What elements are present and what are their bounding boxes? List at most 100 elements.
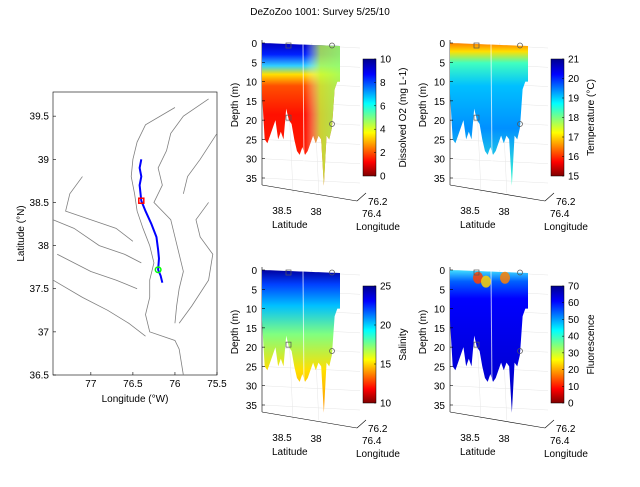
start-marker-bottom xyxy=(473,114,480,121)
section-divider xyxy=(490,42,493,164)
z-tick-label: 76.4 xyxy=(550,209,570,220)
y-axis-label: Depth (m) xyxy=(418,310,429,354)
fluorescence-patch xyxy=(500,271,510,284)
x-axis-label: Latitude xyxy=(272,447,308,458)
z-axis-label: Longitude xyxy=(356,222,400,233)
section-divider xyxy=(302,42,305,164)
colorbar-tick-label: 17 xyxy=(568,133,580,144)
y-tick-label: 0 xyxy=(251,266,257,277)
fluorescence-section-fill xyxy=(450,270,528,413)
grid-line xyxy=(449,366,549,372)
colorbar-tick-label: 6 xyxy=(380,101,386,112)
y-tick-label: 20 xyxy=(246,116,258,127)
y-tick-label: 20 xyxy=(434,343,446,354)
start-marker-surface xyxy=(285,269,292,276)
grid-line xyxy=(261,177,361,184)
grid-line xyxy=(261,385,361,391)
z-tick-label: 76.2 xyxy=(368,197,388,208)
y-tick-label: 30 xyxy=(434,382,446,393)
colorbar-tick-label: 10 xyxy=(380,55,392,66)
z-tick-label: 76.2 xyxy=(556,424,576,435)
colorbar-tick-label: 8 xyxy=(380,78,386,89)
end-marker-surface xyxy=(329,269,335,276)
start-marker xyxy=(138,197,145,204)
z-axis-line xyxy=(544,192,555,202)
y-tick-label: 25 xyxy=(246,362,258,373)
y-axis-label: Latitude (°N) xyxy=(16,205,27,261)
start-marker-surface xyxy=(285,42,292,49)
colorbar-tick-label: 10 xyxy=(568,382,580,393)
coastline xyxy=(130,107,184,376)
x-tick-label: 38 xyxy=(310,207,322,218)
colorbar-tick-label: 60 xyxy=(568,298,580,309)
start-marker-surface xyxy=(473,42,480,49)
y-tick-label: 30 xyxy=(246,155,258,166)
end-marker-bottom xyxy=(517,121,523,127)
map-axes xyxy=(52,91,218,376)
z-axis-label: Longitude xyxy=(544,222,588,233)
colorbar-tick-label: 70 xyxy=(568,282,580,293)
grid-line xyxy=(449,158,549,164)
colorbar-label: Salinity xyxy=(398,328,409,360)
colorbar-label: Temperature (°C) xyxy=(586,79,597,156)
y-tick-label: 39.5 xyxy=(30,112,50,123)
y-tick-label: 15 xyxy=(246,97,258,108)
y-tick-label: 35 xyxy=(434,174,446,185)
colorbar-tick-label: 20 xyxy=(568,365,580,376)
x-tick-label: 38 xyxy=(310,434,322,445)
colorbar-tick-label: 2 xyxy=(380,148,386,159)
coastline xyxy=(65,176,134,242)
x-axis-label: Latitude xyxy=(272,220,308,231)
colorbar-tick-label: 0 xyxy=(380,172,386,183)
y-tick-label: 30 xyxy=(434,155,446,166)
y-axis-label: Depth (m) xyxy=(230,83,241,127)
y-tick-label: 37.5 xyxy=(30,284,50,295)
x-tick-label: 38 xyxy=(498,207,510,218)
y-tick-label: 38 xyxy=(38,241,50,252)
y-tick-label: 15 xyxy=(434,97,446,108)
y-tick-label: 20 xyxy=(434,116,446,127)
survey-track xyxy=(138,159,164,283)
x-axis-line xyxy=(449,184,546,202)
z-tick-label: 76.4 xyxy=(550,436,570,447)
x-tick-label: 38 xyxy=(498,434,510,445)
z-axis-line xyxy=(356,419,367,429)
end-marker-surface xyxy=(517,269,523,276)
y-tick-label: 38.5 xyxy=(30,198,50,209)
z-axis-line xyxy=(544,419,555,429)
y-tick-label: 35 xyxy=(434,401,446,412)
grid-line xyxy=(449,404,549,411)
coastline xyxy=(178,202,214,324)
x-axis-line xyxy=(449,411,546,429)
y-tick-label: 0 xyxy=(251,39,257,50)
grid-line xyxy=(261,139,361,145)
x-tick-label: 38.5 xyxy=(460,433,480,444)
colorbar-tick-label: 0 xyxy=(568,399,574,410)
x-tick-label: 75.5 xyxy=(207,379,227,390)
y-tick-label: 35 xyxy=(246,174,258,185)
x-tick-label: 38.5 xyxy=(272,433,292,444)
y-tick-label: 15 xyxy=(434,324,446,335)
grid-line xyxy=(261,404,361,411)
colorbar-tick-label: 50 xyxy=(568,315,580,326)
y-tick-label: 36.5 xyxy=(30,371,50,382)
y-tick-label: 10 xyxy=(434,305,446,316)
y-tick-label: 5 xyxy=(251,58,257,69)
coastline xyxy=(52,219,142,264)
y-tick-label: 10 xyxy=(434,78,446,89)
end-marker xyxy=(154,266,162,274)
start-marker-surface xyxy=(473,269,480,276)
start-marker-bottom xyxy=(285,341,292,348)
colorbar-tick-label: 15 xyxy=(568,172,580,183)
y-axis-label: Depth (m) xyxy=(418,83,429,127)
end-marker-bottom xyxy=(329,121,335,127)
y-tick-label: 37 xyxy=(38,327,50,338)
z-axis-label: Longitude xyxy=(544,449,588,460)
x-axis-line xyxy=(261,184,358,202)
y-tick-label: 25 xyxy=(434,362,446,373)
y-tick-label: 0 xyxy=(439,266,445,277)
z-tick-label: 76.4 xyxy=(362,436,382,447)
